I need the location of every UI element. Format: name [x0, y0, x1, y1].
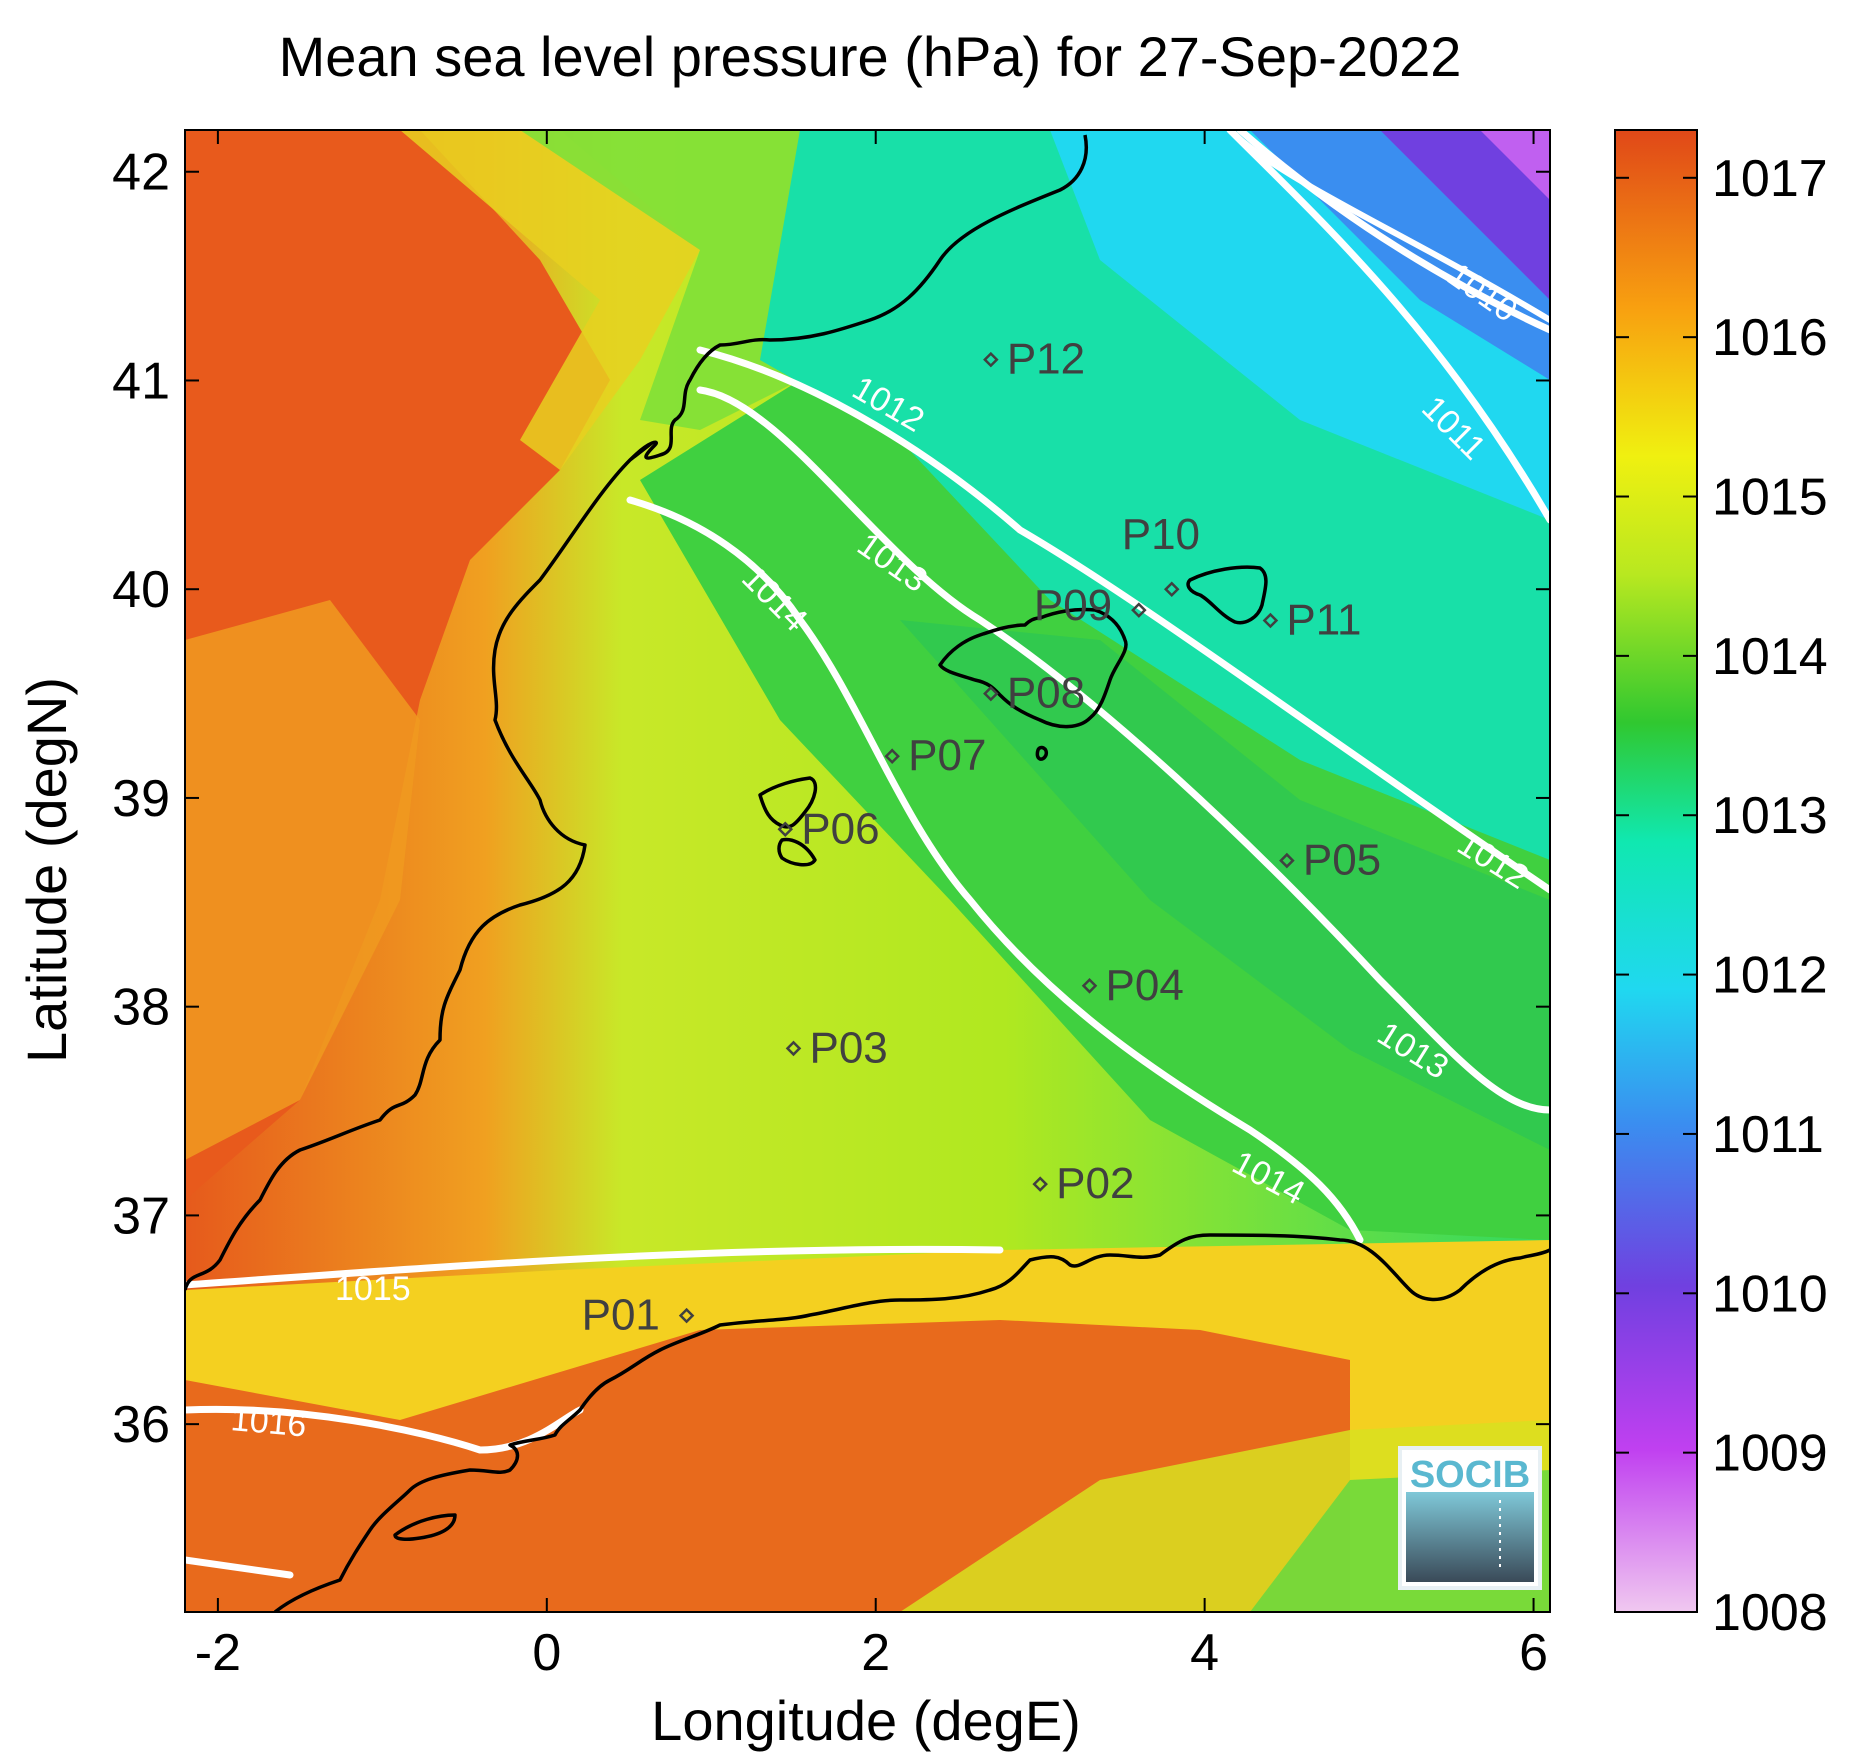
logo-text: SOCIB: [1410, 1454, 1530, 1496]
coast-formentera: [777, 837, 817, 867]
station-marker: [1131, 602, 1147, 618]
station-marker: [1163, 581, 1180, 597]
station-label: P10: [1122, 510, 1200, 559]
station-marker: [983, 351, 999, 368]
coast-iberia: [185, 134, 1088, 1291]
station-label: P01: [582, 1291, 660, 1340]
station-marker: [1262, 612, 1279, 629]
colorbar-tick-label: 1013: [1712, 787, 1828, 845]
map-title: Mean sea level pressure (hPa) for 27-Sep…: [279, 25, 1462, 88]
station-label: P04: [1106, 961, 1184, 1010]
plot-frame: [184, 129, 1551, 1613]
isobar-1014: [626, 496, 1364, 1244]
colorbar: [1614, 129, 1698, 1613]
logo-gradient: [1406, 1492, 1534, 1582]
coast-africa: [273, 1233, 1550, 1612]
station-label: P09: [1034, 581, 1112, 630]
colorbar-ticks: 1017 1016 1015 1014 1013 1012 1011 1010 1009 1008: [1615, 150, 1828, 1642]
field-purple: [1380, 130, 1550, 300]
field-violet: [1480, 130, 1550, 200]
colorbar-tick-label: 1009: [1712, 1425, 1828, 1483]
y-tick-label: 42: [112, 144, 170, 202]
colorbar-tick-label: 1017: [1712, 150, 1828, 208]
station-marker: [983, 685, 999, 702]
x-axis-label: Longitude (degE): [651, 1689, 1081, 1752]
y-axis-label: Latitude (degN): [15, 677, 78, 1063]
isobar-label: 1015: [335, 1270, 411, 1308]
isobar-1016b: [185, 1556, 294, 1579]
coast-menorca: [1186, 565, 1268, 625]
y-tick-label: 39: [112, 770, 170, 828]
station-marker: [678, 1307, 695, 1324]
isobar-1010: [1236, 130, 1550, 334]
y-tick-label: 41: [112, 352, 170, 410]
coast-mallorca: [938, 607, 1128, 729]
station-label: P05: [1303, 836, 1381, 885]
isobar-1016: [185, 1405, 584, 1454]
socib-logo: SOCIB: [1398, 1446, 1542, 1590]
y-axis: 42 41 40 39 38 37 36: [112, 144, 1550, 1454]
isobar-contours: [185, 130, 1550, 1579]
station-label: P06: [801, 804, 879, 853]
station-marker: [777, 821, 794, 838]
station-label: P03: [809, 1023, 887, 1072]
y-tick-label: 36: [112, 1396, 170, 1454]
isobar-1011: [1226, 130, 1550, 524]
colorbar-tick-label: 1016: [1712, 309, 1828, 367]
station-label: P11: [1286, 596, 1361, 645]
x-tick-label: -2: [195, 1624, 241, 1682]
isobar-1015: [185, 1245, 1004, 1289]
x-tick-label: 4: [1190, 1624, 1219, 1682]
station-marker: [1081, 978, 1098, 994]
y-tick-label: 37: [112, 1187, 170, 1245]
station-label: P02: [1056, 1159, 1134, 1208]
pressure-field: [185, 130, 1550, 1612]
station-marker: [884, 748, 900, 764]
isobar-label: 1016: [229, 1400, 308, 1444]
station-label: P12: [1007, 335, 1085, 384]
colorbar-tick-label: 1015: [1712, 469, 1828, 527]
y-tick-label: 40: [112, 561, 170, 619]
x-axis: -2 0 2 4 6: [195, 130, 1548, 1682]
y-tick-label: 38: [112, 979, 170, 1037]
field-iberia-yellow: [400, 130, 700, 470]
station-marker: [1032, 1176, 1048, 1192]
station-label: P07: [908, 731, 986, 780]
x-tick-label: 2: [861, 1624, 890, 1682]
x-tick-label: 6: [1519, 1624, 1548, 1682]
colorbar-tick-label: 1012: [1712, 947, 1828, 1005]
colorbar-tick-label: 1011: [1712, 1106, 1824, 1164]
colorbar-tick-label: 1014: [1712, 628, 1828, 686]
coast-ibiza: [758, 776, 818, 829]
station-marker: [1279, 852, 1295, 869]
isobar-1013: [696, 386, 1550, 1114]
field-deep-green: [900, 620, 1550, 1150]
coast-cabrera: [1035, 745, 1049, 761]
coastline: [185, 134, 1550, 1612]
coast-alboran: [393, 1513, 457, 1541]
field-iberia-orange: [185, 600, 420, 1160]
station-label: P08: [1007, 669, 1085, 718]
x-tick-label: 0: [532, 1624, 561, 1682]
colorbar-tick-label: 1010: [1712, 1265, 1828, 1323]
isobar-1012: [696, 346, 1550, 894]
colorbar-tick-label: 1008: [1712, 1584, 1828, 1642]
station-marker: [785, 1040, 802, 1057]
